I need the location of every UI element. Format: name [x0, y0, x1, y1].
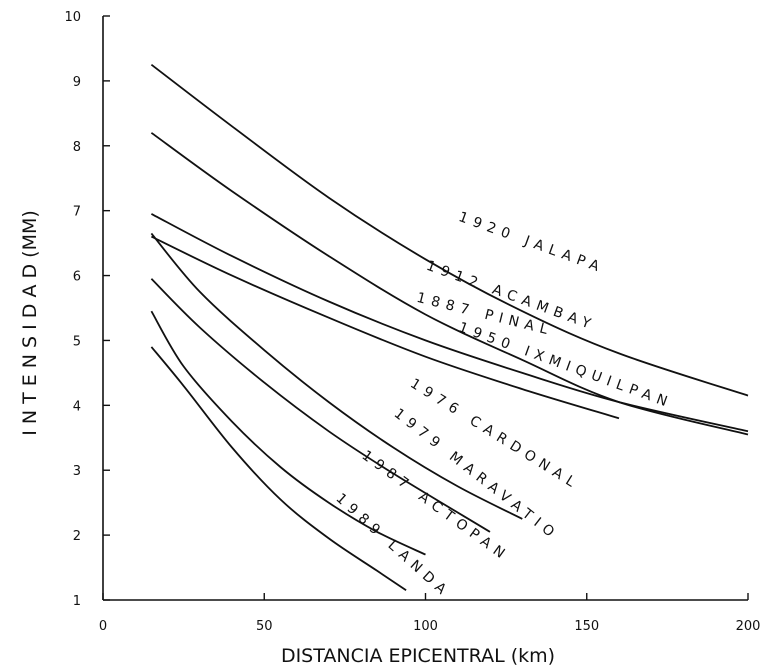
y-axis-title: I N T E N S I D A D (MM) — [19, 210, 41, 436]
curve-1887-pinal — [150, 213, 749, 433]
curve-label-1987-actopan: 1987 ACTOPAN — [359, 448, 513, 566]
y-tick-label: 1 — [73, 594, 81, 609]
curve-1989-landa — [150, 346, 407, 592]
y-tick-label: 7 — [73, 205, 81, 220]
curve-1912-acambay — [150, 132, 749, 436]
curve-label-1920-jalapa: 1920 JALAPA — [456, 209, 607, 277]
curves — [150, 63, 749, 592]
curve-1920-jalapa — [150, 63, 749, 397]
x-tick-label: 200 — [736, 619, 761, 634]
y-tick-label: 5 — [73, 334, 81, 349]
curve-1976-cardonal — [150, 232, 523, 520]
y-tick-label: 8 — [73, 140, 81, 155]
y-tick-label: 10 — [64, 10, 81, 25]
x-axis-title: DISTANCIA EPICENTRAL (km) — [281, 645, 555, 667]
x-tick-label: 0 — [99, 619, 107, 634]
y-tick-label: 4 — [73, 399, 81, 414]
y-tick-label: 6 — [73, 270, 81, 285]
curve-label-1950-ixmiquilpan: 1950 IXMIQUILPAN — [456, 319, 675, 412]
curve-1950-ixmiquilpan — [151, 235, 620, 420]
y-tick-label: 2 — [73, 529, 81, 544]
x-tick-label: 50 — [256, 619, 273, 634]
tick-marks: 0 50 100 150 200 1 2 3 4 5 6 7 8 9 10 — [64, 10, 760, 634]
x-tick-label: 150 — [574, 619, 599, 634]
y-tick-label: 9 — [73, 75, 81, 90]
x-tick-label: 100 — [413, 619, 438, 634]
curve-1987-actopan — [150, 310, 426, 556]
y-tick-label: 3 — [73, 464, 81, 479]
curve-1979-maravatio — [150, 278, 491, 533]
